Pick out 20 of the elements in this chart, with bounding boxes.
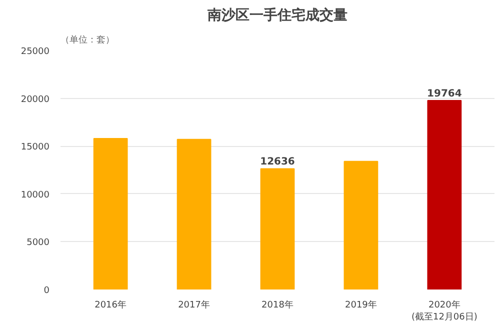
y-tick-label: 25000: [20, 47, 50, 57]
bar: [344, 160, 378, 290]
bar: [427, 100, 462, 290]
y-tick-label: 15000: [20, 142, 50, 153]
x-tick-label: 2017年: [178, 300, 210, 310]
y-axis-title: （单位：套）: [60, 34, 114, 46]
y-tick-label: 10000: [20, 190, 50, 200]
y-tick-label: 0: [44, 286, 50, 296]
x-tick-label: 2018年: [262, 300, 294, 310]
chart-title: 南沙区一手住宅成交量: [206, 6, 348, 24]
x-tick-label: 2020年 (截至12月06日): [411, 300, 478, 322]
y-tick-label: 20000: [20, 94, 50, 105]
data-label: 19764: [427, 88, 462, 100]
x-tick-label: 2019年: [345, 300, 377, 310]
bar: [260, 168, 295, 290]
bar: [176, 138, 212, 290]
y-tick-label: 5000: [26, 238, 50, 248]
bar: [93, 138, 128, 290]
data-label: 12636: [260, 156, 295, 168]
x-tick-label: 2016年: [94, 300, 127, 310]
